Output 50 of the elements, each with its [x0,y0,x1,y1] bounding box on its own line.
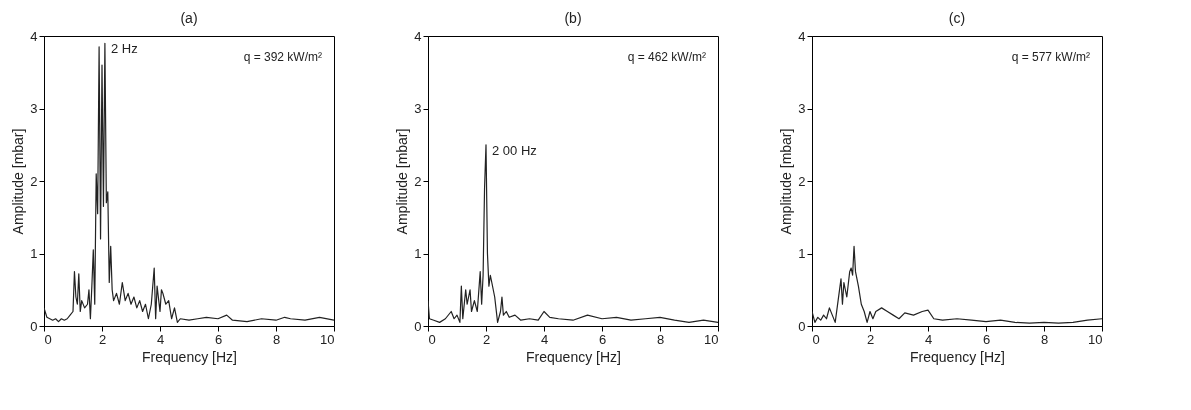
x-tick-label: 6 [214,331,223,347]
y-axis-title: Amplitude [mbar] [394,128,411,235]
x-tick-label: 2 [866,331,875,347]
line-series [44,42,334,323]
y-tick-label: 0 [30,318,38,334]
x-tick-label: 2 [98,331,107,347]
y-tick-label: 2 [798,173,806,189]
annotation: 2 Hz [110,41,138,57]
y-tick-label: 1 [30,246,38,261]
y-tick-label: 4 [30,28,38,44]
y-tick-label: 3 [30,101,38,116]
y-tick-label: 3 [414,101,422,116]
y-axis-title: Amplitude [mbar] [778,128,795,235]
y-tick-label: 4 [798,28,806,44]
x-axis-title: Frequency [Hz] [142,348,237,365]
chart-title: (c) [948,10,966,26]
y-tick-label: 0 [798,318,806,334]
x-tick-label: 6 [598,331,607,347]
x-tick-label: 10 [704,331,719,347]
annotation: 2 00 Hz [492,142,537,158]
x-tick-label: 4 [540,331,549,347]
annotation: q = 392 kW/m² [243,50,322,64]
x-tick-label: 4 [156,331,165,347]
y-tick-label: 3 [798,101,806,116]
y-tick-label: 4 [414,28,422,44]
y-tick-label: 2 [414,173,422,189]
y-tick-label: 1 [414,246,422,261]
y-tick-label: 2 [30,173,38,189]
y-tick-label: 0 [414,318,422,334]
line-series [812,245,1102,324]
x-tick-label: 8 [656,331,665,347]
y-tick-label: 1 [798,246,806,261]
x-tick-label: 0 [428,331,436,347]
annotation: q = 577 kW/m² [1011,50,1090,64]
x-tick-label: 0 [44,331,52,347]
x-axis-title: Frequency [Hz] [526,348,621,365]
chart-title: (b) [564,10,582,26]
chart-title: (a) [180,10,198,26]
y-axis-title: Amplitude [mbar] [10,128,27,235]
x-tick-label: 10 [1088,331,1103,347]
annotation: q = 462 kW/m² [627,50,706,64]
x-tick-label: 4 [924,331,933,347]
x-tick-label: 10 [320,331,335,347]
x-tick-label: 2 [482,331,491,347]
x-tick-label: 8 [1040,331,1049,347]
line-series [428,144,718,323]
x-tick-label: 0 [812,331,820,347]
x-tick-label: 6 [982,331,991,347]
x-tick-label: 8 [272,331,281,347]
x-axis-title: Frequency [Hz] [910,348,1005,365]
